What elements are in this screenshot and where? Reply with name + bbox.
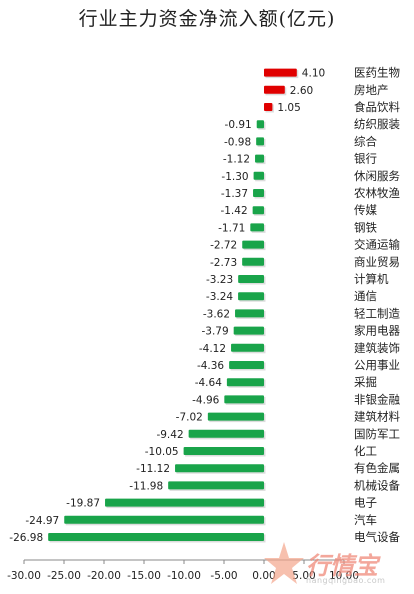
bar <box>48 533 264 541</box>
category-label: 有色金属 <box>354 461 400 475</box>
watermark: 行情宝 hangqingbao.com <box>262 540 412 590</box>
x-tick-label: -5.00 <box>210 570 237 582</box>
value-label: 2.60 <box>290 85 313 97</box>
value-label: -3.23 <box>206 274 233 286</box>
value-label: -2.72 <box>210 240 237 252</box>
value-label: -0.98 <box>224 136 251 148</box>
value-label: -3.62 <box>203 308 230 320</box>
category-label: 食品饮料 <box>354 100 400 114</box>
category-label: 医药生物 <box>354 66 400 80</box>
bar <box>226 378 264 387</box>
category-label: 机械设备 <box>354 478 400 492</box>
category-label: 建筑装饰 <box>354 341 400 355</box>
bar <box>253 171 264 180</box>
category-label: 传媒 <box>354 203 377 217</box>
bar <box>238 275 264 283</box>
watermark-url: hangqingbao.com <box>306 576 386 585</box>
bar <box>250 223 264 232</box>
x-tick-label: -10.00 <box>167 570 201 582</box>
bar <box>264 85 285 94</box>
category-label: 汽车 <box>354 513 377 527</box>
value-label: -4.12 <box>199 343 226 355</box>
value-label: -4.96 <box>192 394 219 406</box>
category-label: 家用电器 <box>354 324 400 338</box>
category-label: 电子 <box>354 496 377 510</box>
value-label: -19.87 <box>66 498 100 510</box>
bar <box>224 395 264 404</box>
category-label: 交通运输 <box>354 238 400 252</box>
category-label: 房地产 <box>354 83 389 97</box>
value-label: -1.37 <box>221 188 248 200</box>
value-label: -1.12 <box>223 154 250 166</box>
value-label: -4.64 <box>195 377 222 389</box>
value-label: -11.98 <box>129 480 163 492</box>
bar <box>256 120 264 129</box>
bar <box>231 343 264 352</box>
value-label: -4.36 <box>197 360 224 372</box>
category-label: 轻工制造 <box>354 306 400 320</box>
x-tick-label: -15.00 <box>127 570 161 582</box>
category-label: 计算机 <box>354 272 389 286</box>
category-label: 综合 <box>354 134 377 148</box>
x-tick-label: -25.00 <box>47 570 81 582</box>
bar <box>255 154 264 163</box>
bar <box>235 309 264 318</box>
value-label: -1.30 <box>221 171 248 183</box>
bar <box>253 189 264 197</box>
value-label: 4.10 <box>302 68 325 80</box>
category-label: 化工 <box>354 444 377 458</box>
category-label: 农林牧渔 <box>354 186 400 200</box>
value-label: -11.12 <box>136 463 170 475</box>
bar <box>256 137 264 146</box>
bar <box>175 464 264 473</box>
value-label: -26.98 <box>9 532 43 544</box>
category-label: 建筑材料 <box>354 410 400 424</box>
bar <box>264 68 297 77</box>
x-tick-label: 0.00 <box>252 570 275 582</box>
value-label: -9.42 <box>156 429 183 441</box>
bar <box>168 481 264 490</box>
x-tick-label: 5.00 <box>292 570 315 582</box>
bar <box>183 447 264 455</box>
value-label: 1.05 <box>277 102 300 114</box>
value-label: -1.42 <box>220 205 247 217</box>
bar <box>242 257 264 266</box>
bar <box>64 515 265 524</box>
value-label: -3.79 <box>202 326 229 338</box>
category-label: 休闲服务 <box>354 169 400 183</box>
chart-title: 行业主力资金净流入额(亿元) <box>78 8 336 30</box>
category-label: 银行 <box>354 152 377 166</box>
value-label: -2.73 <box>210 257 237 269</box>
x-tick-label: -30.00 <box>7 570 41 582</box>
value-label: -0.91 <box>225 119 252 131</box>
value-label: -24.97 <box>25 515 59 527</box>
category-label: 非银金融 <box>354 392 400 406</box>
category-label: 钢铁 <box>354 220 377 234</box>
category-label: 国防军工 <box>354 427 400 441</box>
value-label: -3.24 <box>206 291 233 303</box>
category-label: 纺织服装 <box>354 117 400 131</box>
bar <box>242 240 264 249</box>
bar <box>207 412 264 421</box>
value-label: -10.05 <box>145 446 179 458</box>
bar <box>188 429 264 438</box>
bar <box>105 498 264 507</box>
x-tick-label: 10.00 <box>329 570 359 582</box>
bar <box>233 326 264 335</box>
value-label: -7.02 <box>176 412 203 424</box>
bar <box>229 361 264 369</box>
category-label: 电气设备 <box>354 530 400 544</box>
star-logo-icon <box>264 542 304 584</box>
bar <box>264 103 273 111</box>
category-label: 商业贸易 <box>354 255 400 269</box>
category-label: 通信 <box>354 289 377 303</box>
category-label: 采掘 <box>354 375 377 389</box>
x-tick-label: -20.00 <box>87 570 121 582</box>
watermark-text: 行情宝 <box>306 552 378 580</box>
value-label: -1.71 <box>218 222 245 234</box>
category-label: 公用事业 <box>354 358 400 372</box>
bar <box>252 206 264 215</box>
bar <box>238 292 264 301</box>
